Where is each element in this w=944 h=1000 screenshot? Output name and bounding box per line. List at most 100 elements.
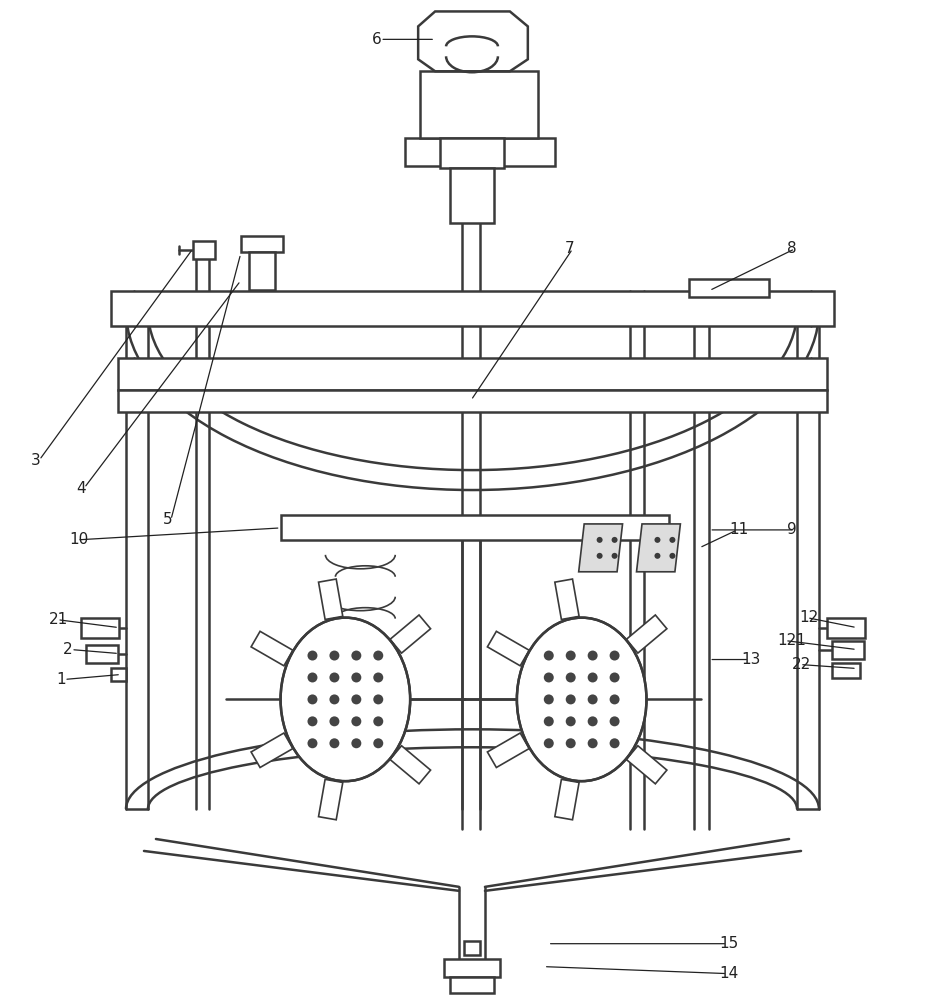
Text: 22: 22 [792,657,811,672]
Circle shape [351,716,362,726]
Circle shape [373,694,383,704]
Text: 15: 15 [719,936,738,951]
Bar [193,241,214,259]
Bar [450,977,494,993]
Text: 121: 121 [777,633,806,648]
Circle shape [329,651,340,661]
Circle shape [373,651,383,661]
Bar [464,941,480,955]
Circle shape [610,738,619,748]
Polygon shape [318,579,343,619]
Circle shape [544,716,554,726]
Circle shape [373,716,383,726]
Circle shape [308,694,317,704]
Text: 7: 7 [565,241,574,256]
Bar [405,138,555,166]
Bar [111,291,834,326]
Circle shape [610,716,619,726]
Text: 3: 3 [31,453,41,468]
Bar [81,618,119,638]
Circle shape [669,537,675,543]
Circle shape [612,553,617,559]
Text: 6: 6 [372,32,382,47]
Circle shape [351,651,362,661]
Circle shape [329,716,340,726]
Polygon shape [390,615,430,653]
Text: 10: 10 [69,532,89,547]
Polygon shape [487,631,530,666]
Circle shape [308,651,317,661]
Ellipse shape [280,618,411,781]
Circle shape [351,738,362,748]
Polygon shape [626,615,666,653]
Circle shape [544,738,554,748]
Circle shape [654,537,661,543]
Bar [832,641,864,659]
Bar [241,236,282,252]
Polygon shape [555,579,579,619]
Bar [450,168,494,223]
Circle shape [669,553,675,559]
Circle shape [588,672,598,682]
Circle shape [612,537,617,543]
Text: 11: 11 [730,522,749,537]
Circle shape [351,694,362,704]
Text: 2: 2 [63,642,73,657]
Circle shape [588,738,598,748]
Circle shape [329,694,340,704]
Text: 1: 1 [57,672,66,687]
Polygon shape [390,746,430,784]
Circle shape [597,553,602,559]
Circle shape [588,694,598,704]
Circle shape [565,651,576,661]
Bar [420,71,538,138]
Circle shape [544,651,554,661]
Circle shape [654,553,661,559]
Polygon shape [636,524,681,572]
Polygon shape [555,779,579,820]
Bar [86,645,118,663]
Circle shape [308,672,317,682]
Polygon shape [579,524,622,572]
Circle shape [565,672,576,682]
Circle shape [565,738,576,748]
Circle shape [351,672,362,682]
Bar [111,668,126,681]
Text: 5: 5 [163,512,173,527]
Circle shape [308,716,317,726]
Bar [248,252,275,290]
Polygon shape [418,11,528,71]
Circle shape [597,537,602,543]
Circle shape [308,738,317,748]
Circle shape [610,694,619,704]
Text: 13: 13 [741,652,761,667]
Circle shape [329,672,340,682]
Bar [118,390,827,412]
Text: 9: 9 [787,522,797,537]
Polygon shape [251,733,293,768]
Circle shape [544,672,554,682]
Text: 8: 8 [787,241,797,256]
Bar [827,618,865,638]
Circle shape [565,694,576,704]
Bar [118,358,827,390]
Bar [280,515,669,540]
Bar [689,279,769,297]
Polygon shape [318,779,343,820]
Circle shape [588,716,598,726]
Bar [444,959,500,977]
Text: 12: 12 [799,610,818,625]
Circle shape [565,716,576,726]
Circle shape [373,672,383,682]
Ellipse shape [517,618,647,781]
Circle shape [610,651,619,661]
Text: 21: 21 [49,612,69,627]
Circle shape [588,651,598,661]
Polygon shape [626,746,666,784]
Text: 4: 4 [76,481,86,496]
Circle shape [610,672,619,682]
Circle shape [373,738,383,748]
Polygon shape [251,631,293,666]
Bar [440,138,504,168]
Text: 14: 14 [719,966,738,981]
